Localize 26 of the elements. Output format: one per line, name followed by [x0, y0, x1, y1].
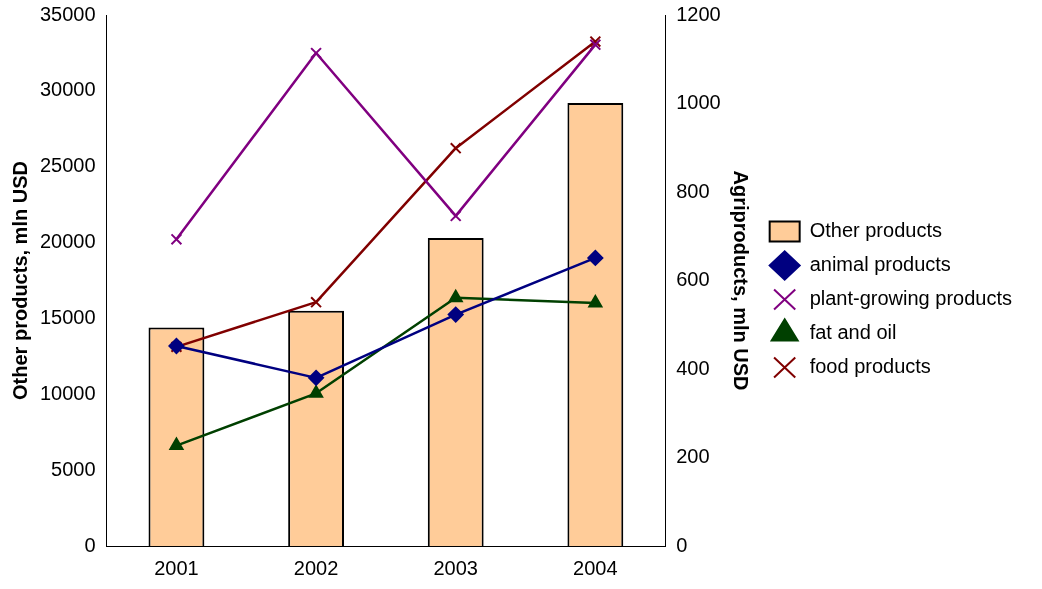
legend-label: plant-growing products	[809, 287, 1013, 310]
y2-tick-label: 200	[676, 445, 710, 468]
y-tick-label: 30000	[39, 78, 96, 101]
y-tick-label: 25000	[39, 154, 96, 177]
y-tick-label: 10000	[39, 381, 96, 404]
y2-tick-label: 1000	[676, 91, 721, 114]
legend-label: fat and oil	[809, 321, 897, 344]
y2-tick-label: 600	[676, 268, 710, 291]
legend-label: Other products	[809, 219, 942, 242]
y2-tick-label: 800	[676, 179, 710, 202]
y-tick-label: 35000	[39, 2, 96, 25]
legend-label: animal products	[809, 253, 951, 276]
legend-label: food products	[809, 355, 931, 378]
x-tick-label: 2002	[293, 556, 339, 579]
y-tick-label: 15000	[39, 305, 96, 328]
y-tick-label: 20000	[39, 230, 96, 253]
y-axis-title: Other products, mln USD	[8, 161, 31, 400]
y2-tick-label: 1200	[676, 2, 721, 25]
y-tick-label: 5000	[51, 457, 96, 480]
y2-tick-label: 400	[676, 356, 710, 379]
x-tick-label: 2003	[433, 556, 478, 579]
y2-tick-label: 0	[676, 533, 688, 556]
x-tick-label: 2004	[573, 556, 618, 579]
y-tick-label: 0	[84, 533, 96, 556]
x-tick-label: 2001	[154, 556, 199, 579]
y2-axis-title: Agriproducts, mln USD	[730, 170, 753, 391]
